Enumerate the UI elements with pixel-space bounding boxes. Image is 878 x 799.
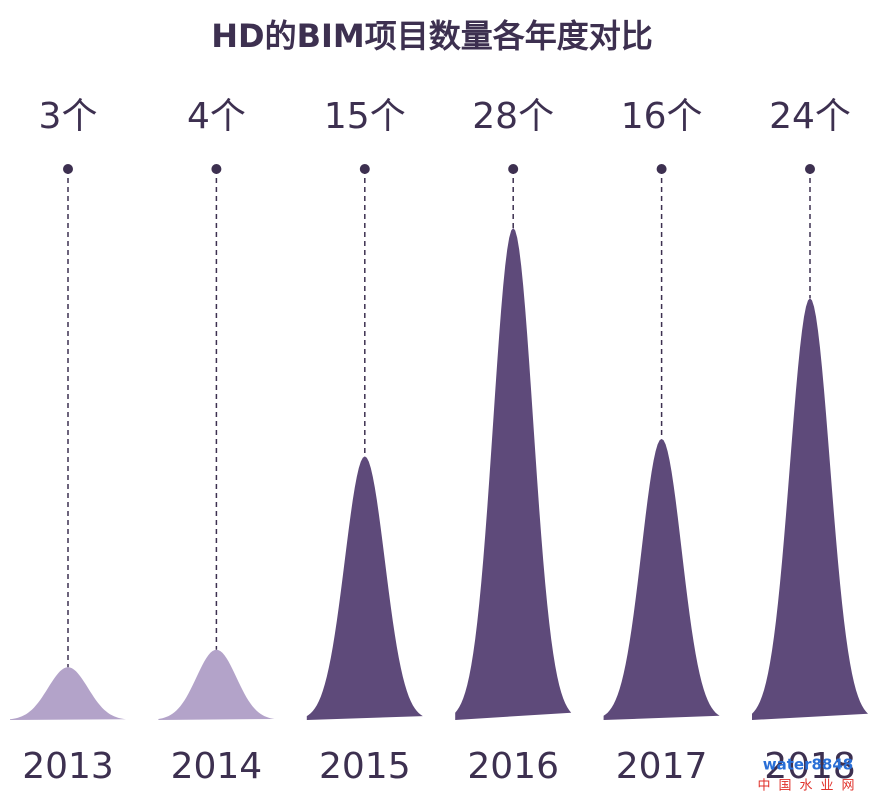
x-tick-label: 2013 bbox=[22, 746, 114, 787]
value-label: 4个 bbox=[187, 96, 246, 137]
peak bbox=[752, 298, 868, 720]
x-tick-label: 2018 bbox=[764, 746, 856, 787]
leader-dot bbox=[508, 164, 519, 174]
x-tick-label: 2017 bbox=[616, 746, 708, 787]
peak bbox=[10, 667, 126, 720]
peak bbox=[306, 456, 423, 720]
x-tick-label: 2015 bbox=[319, 746, 411, 787]
leader-dot bbox=[656, 164, 667, 174]
x-tick-label: 2014 bbox=[171, 746, 263, 787]
value-label: 15个 bbox=[324, 96, 406, 137]
chart-title: HD的BIM项目数量各年度对比 bbox=[211, 17, 653, 55]
peak bbox=[455, 228, 572, 720]
leader-dot bbox=[359, 164, 370, 174]
value-label: 16个 bbox=[621, 96, 703, 137]
value-label: 28个 bbox=[472, 96, 554, 137]
watermark-site: 中国水业网 bbox=[757, 779, 862, 794]
leader-dot bbox=[805, 164, 815, 174]
value-label: 3个 bbox=[39, 96, 98, 137]
peak bbox=[158, 649, 275, 720]
peak bbox=[603, 438, 720, 720]
leader-dot bbox=[63, 164, 73, 174]
watermark-brand: water8848 bbox=[763, 756, 853, 774]
value-label: 24个 bbox=[769, 96, 851, 137]
x-tick-label: 2016 bbox=[467, 746, 559, 787]
leader-dot bbox=[211, 164, 222, 174]
